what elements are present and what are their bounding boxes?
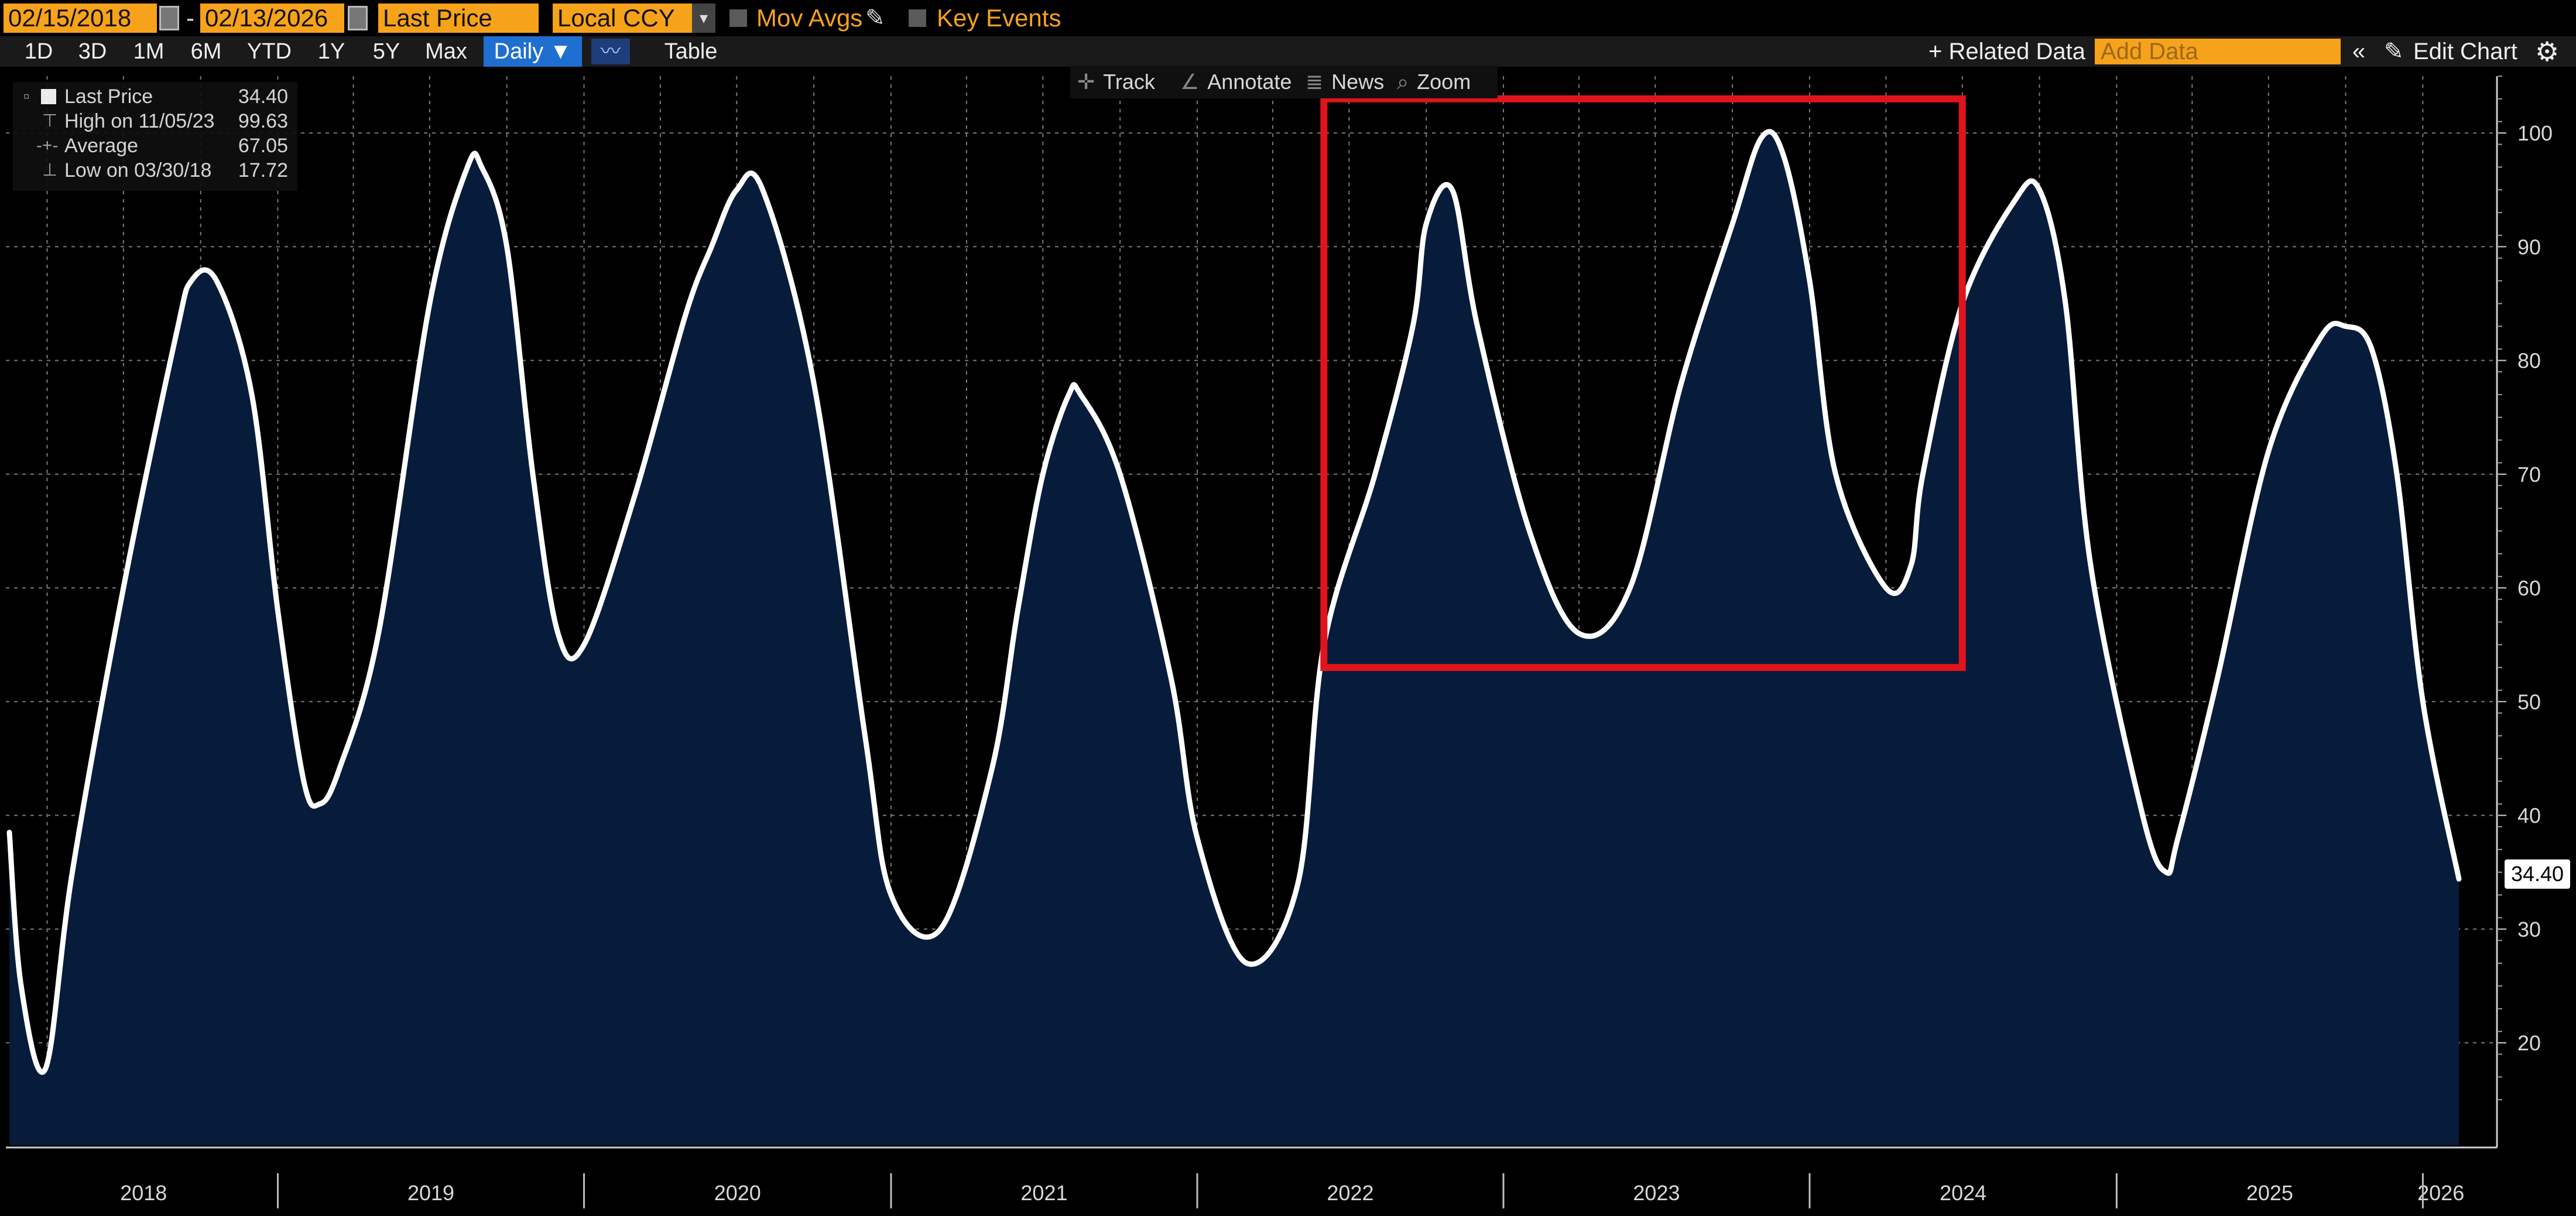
annotate-icon: ∠ bbox=[1180, 70, 1200, 94]
collapse-icon[interactable]: « bbox=[2352, 39, 2366, 64]
edit-chart-button[interactable]: Edit Chart bbox=[2413, 39, 2517, 64]
legend-last-label: Last Price bbox=[64, 85, 153, 108]
track-label: Track bbox=[1103, 70, 1155, 94]
y-tick-label: 70 bbox=[2517, 463, 2541, 487]
x-tick-label: 2022 bbox=[1327, 1181, 1373, 1205]
table-button[interactable]: Table bbox=[664, 39, 718, 64]
key-events-checkbox[interactable] bbox=[909, 9, 926, 27]
price-area bbox=[9, 131, 2459, 1145]
end-date-input[interactable]: 02/13/2026 bbox=[200, 4, 344, 33]
high-marker-icon: ⊤ bbox=[42, 111, 58, 131]
legend-avg-value: 67.05 bbox=[238, 135, 288, 157]
related-data-button[interactable]: + Related Data bbox=[1928, 39, 2085, 64]
legend-avg-label: Average bbox=[64, 135, 139, 157]
legend-collapse-icon[interactable]: ▫ bbox=[23, 87, 30, 106]
news-tool[interactable]: ≣ News bbox=[1306, 66, 1384, 98]
legend-last-value: 34.40 bbox=[238, 85, 288, 108]
news-label: News bbox=[1331, 70, 1385, 94]
price-line bbox=[6, 129, 2462, 1075]
x-tick-label: 2025 bbox=[2246, 1181, 2293, 1205]
legend-swatch bbox=[41, 89, 56, 104]
y-tick-label: 30 bbox=[2517, 917, 2541, 941]
date-separator: - bbox=[186, 4, 194, 32]
x-tick-label: 2023 bbox=[1633, 1181, 1680, 1205]
y-tick-label: 90 bbox=[2517, 235, 2541, 259]
start-date-input[interactable]: 02/15/2018 bbox=[4, 4, 157, 33]
annotate-tool[interactable]: ∠ Annotate bbox=[1180, 66, 1292, 98]
period-max[interactable]: Max bbox=[425, 39, 467, 64]
y-tick-label: 60 bbox=[2517, 576, 2541, 600]
gear-icon[interactable]: ⚙ bbox=[2535, 36, 2560, 67]
highlight-box bbox=[1320, 95, 1966, 672]
chart-type-icon[interactable]: 〰 bbox=[591, 39, 630, 64]
period-5y[interactable]: 5Y bbox=[372, 39, 400, 64]
toolbar-periods: 1D 3D 1M 6M YTD 1Y 5Y Max Daily ▼ 〰 Tabl… bbox=[0, 36, 2576, 67]
chart-legend: ▫ Last Price 34.40 ⊤ High on 11/05/23 99… bbox=[13, 82, 297, 191]
currency-dropdown-icon[interactable]: ▾ bbox=[692, 4, 715, 33]
last-price-tag: 34.40 bbox=[2505, 859, 2570, 889]
period-1m[interactable]: 1M bbox=[133, 39, 165, 64]
x-tick-label: 2021 bbox=[1020, 1181, 1067, 1205]
track-tool[interactable]: ✛ Track bbox=[1077, 66, 1155, 98]
crosshair-icon: ✛ bbox=[1077, 70, 1095, 94]
period-ytd[interactable]: YTD bbox=[247, 39, 292, 64]
period-6m[interactable]: 6M bbox=[190, 39, 222, 64]
legend-high-value: 99.63 bbox=[238, 110, 288, 132]
period-1y[interactable]: 1Y bbox=[317, 39, 345, 64]
key-events-label[interactable]: Key Events bbox=[937, 4, 1061, 32]
field-select[interactable]: Last Price bbox=[378, 4, 539, 33]
zoom-tool[interactable]: ⌕ Zoom bbox=[1397, 66, 1471, 98]
toolbar-top: 02/15/2018 - 02/13/2026 Last Price Local… bbox=[0, 0, 2576, 36]
edit-chart-pencil-icon[interactable]: ✎ bbox=[2384, 39, 2404, 64]
period-3d[interactable]: 3D bbox=[78, 39, 107, 64]
chart-tools: ✛ Track ∠ Annotate ≣ News ⌕ Zoom bbox=[1070, 66, 1498, 98]
y-tick-label: 100 bbox=[2517, 121, 2553, 145]
low-marker-icon: ⊥ bbox=[42, 160, 58, 180]
x-tick-label: 2024 bbox=[1940, 1181, 1986, 1205]
x-tick-label: 2018 bbox=[120, 1181, 167, 1205]
mov-avgs-checkbox[interactable] bbox=[729, 9, 747, 27]
annotate-label: Annotate bbox=[1207, 70, 1292, 94]
price-chart: 20 30 40 50 60 70 80 90 100 2018 2019 2020 2021 2022 2… bbox=[6, 76, 2553, 1208]
y-tick-label: 40 bbox=[2517, 804, 2541, 828]
x-tick-label: 2020 bbox=[714, 1181, 761, 1205]
zoom-label: Zoom bbox=[1417, 70, 1471, 94]
x-tick-label: 2019 bbox=[407, 1181, 454, 1205]
calendar-icon[interactable] bbox=[348, 6, 368, 30]
y-tick-label: 20 bbox=[2517, 1031, 2541, 1055]
legend-low-value: 17.72 bbox=[238, 159, 288, 181]
x-tick-label: 2026 bbox=[2417, 1181, 2464, 1205]
add-data-input[interactable]: Add Data bbox=[2095, 39, 2341, 64]
legend-high-label: High on 11/05/23 bbox=[64, 110, 215, 132]
period-1d[interactable]: 1D bbox=[24, 39, 53, 64]
y-tick-label: 50 bbox=[2517, 690, 2541, 714]
news-icon: ≣ bbox=[1306, 70, 1324, 94]
y-tick-label: 80 bbox=[2517, 349, 2541, 373]
average-marker-icon: -+- bbox=[36, 136, 59, 155]
legend-low-label: Low on 03/30/18 bbox=[64, 159, 212, 181]
pencil-icon[interactable]: ✎ bbox=[865, 5, 885, 31]
currency-select[interactable]: Local CCY bbox=[553, 4, 692, 33]
magnifier-icon: ⌕ bbox=[1397, 70, 1409, 94]
mov-avgs-label[interactable]: Mov Avgs bbox=[756, 4, 863, 32]
calendar-icon[interactable] bbox=[159, 6, 179, 30]
frequency-select[interactable]: Daily ▼ bbox=[484, 36, 582, 67]
